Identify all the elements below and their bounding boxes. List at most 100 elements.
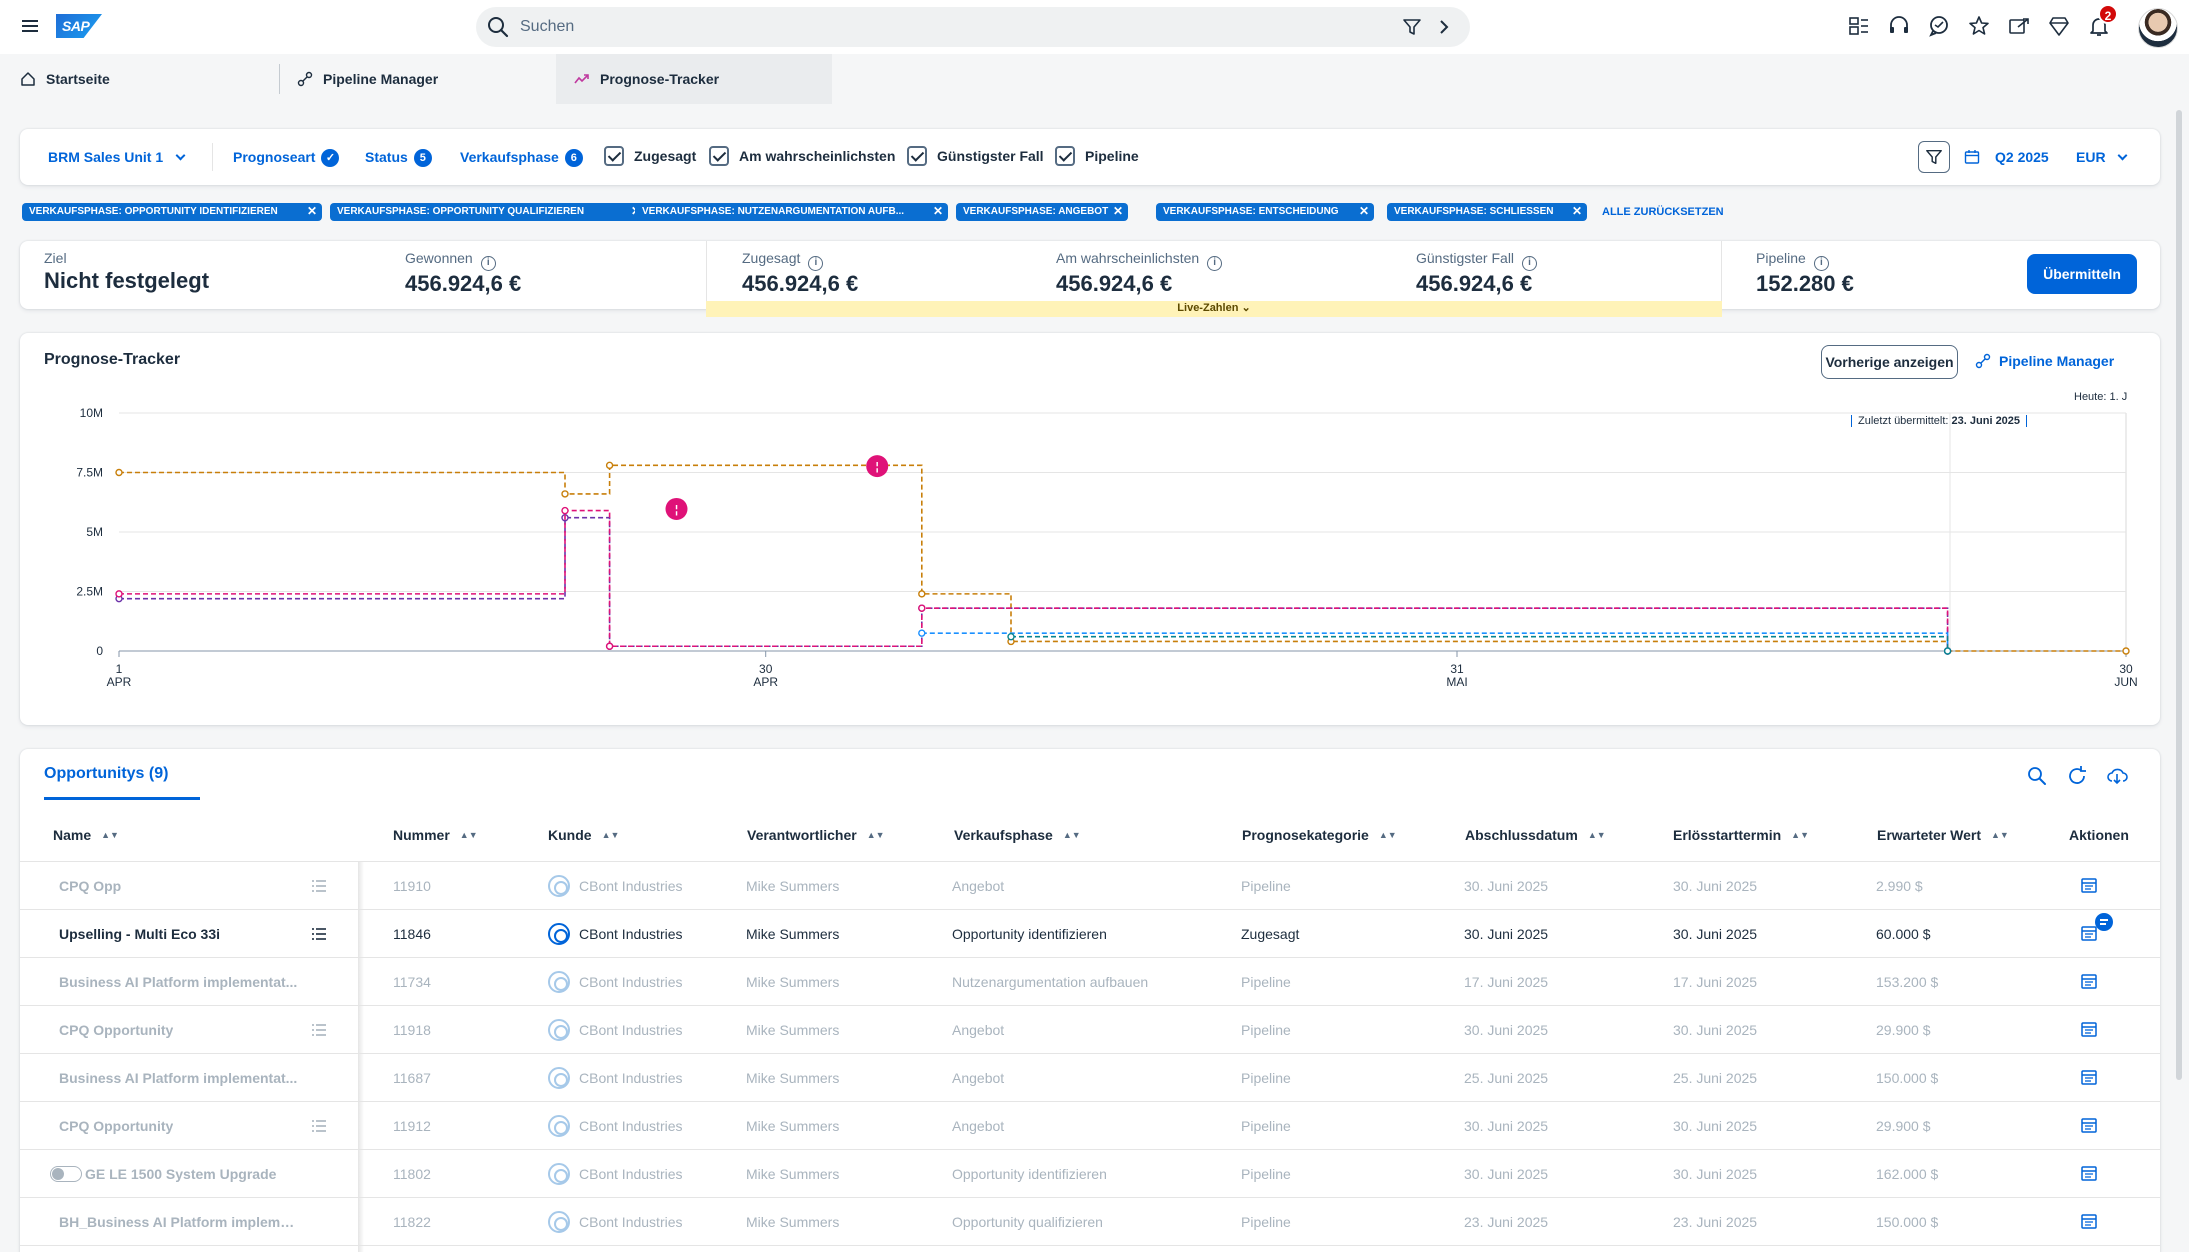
- column-header-erwarteter-wert[interactable]: Erwarteter Wert ▲▼: [1877, 827, 2009, 843]
- info-icon[interactable]: i: [808, 256, 824, 271]
- customer-link[interactable]: CBont Industries: [579, 1166, 683, 1182]
- column-header-prognosekategorie[interactable]: Prognosekategorie ▲▼: [1242, 827, 1397, 843]
- info-icon[interactable]: i: [1522, 256, 1538, 271]
- opportunity-name[interactable]: CPQ Opp: [59, 878, 122, 894]
- show-previous-button[interactable]: Vorherige anzeigen: [1821, 345, 1958, 379]
- filter-icon[interactable]: [1402, 17, 1422, 37]
- tab-pipeline-manager[interactable]: Pipeline Manager: [297, 54, 537, 104]
- calendar-action-icon[interactable]: [2080, 1068, 2098, 1086]
- column-header-nummer[interactable]: Nummer ▲▼: [393, 827, 478, 843]
- tab-opportunities[interactable]: Opportunitys (9): [44, 765, 169, 782]
- search-field[interactable]: Suchen: [476, 7, 1470, 47]
- sap-logo[interactable]: SAP: [56, 14, 102, 38]
- table-row[interactable]: CPQ Opp 11910 CBont Industries Mike Summers…: [20, 862, 2160, 910]
- live-figures-toggle[interactable]: Live-Zahlen ⌄: [706, 301, 1722, 317]
- table-row[interactable]: CPQ Opportunity 11918 CBont Industries Mike…: [20, 1006, 2160, 1054]
- customer-link[interactable]: CBont Industries: [579, 878, 683, 894]
- filter-chip[interactable]: VERKAUFSPHASE: NUTZENARGUMENTATION AUFB.…: [635, 203, 948, 221]
- close-icon[interactable]: ✕: [1358, 204, 1369, 218]
- close-icon[interactable]: ✕: [1112, 204, 1123, 218]
- period-select[interactable]: Q2 2025: [1995, 149, 2049, 165]
- calendar-action-icon[interactable]: [2080, 972, 2098, 990]
- calendar-action-icon[interactable]: [2080, 1164, 2098, 1182]
- filter-chip[interactable]: VERKAUFSPHASE: OPPORTUNITY IDENTIFIZIERE…: [22, 203, 322, 221]
- sort-icon[interactable]: ▲▼: [866, 830, 885, 840]
- sort-icon[interactable]: ▲▼: [1587, 830, 1606, 840]
- column-header-erloesstarttermin[interactable]: Erlösstarttermin ▲▼: [1673, 827, 1809, 843]
- avatar[interactable]: [2138, 8, 2178, 48]
- note-badge-icon[interactable]: [2095, 913, 2113, 931]
- list-icon[interactable]: [310, 1021, 328, 1039]
- sort-icon[interactable]: ▲▼: [1062, 830, 1081, 840]
- filter-button[interactable]: [1918, 141, 1950, 173]
- currency-select[interactable]: EUR: [2076, 149, 2128, 165]
- favorite-icon[interactable]: [1967, 14, 1991, 38]
- location-icon[interactable]: [2047, 14, 2071, 38]
- list-icon[interactable]: [310, 925, 328, 943]
- calendar-action-icon[interactable]: [2080, 1212, 2098, 1230]
- table-row[interactable]: Business AI Platform implementat... 11734…: [20, 958, 2160, 1006]
- customer-link[interactable]: CBont Industries: [579, 1214, 683, 1230]
- checkbox-icon[interactable]: [604, 146, 624, 166]
- opportunity-name[interactable]: GE LE 1500 System Upgrade: [85, 1166, 277, 1182]
- checkbox-icon[interactable]: [1055, 146, 1075, 166]
- sort-icon[interactable]: ▲▼: [101, 830, 119, 840]
- info-icon[interactable]: i: [1207, 256, 1223, 271]
- table-row[interactable]: Upselling - Multi Eco 33i 11846 CBont Indu…: [20, 910, 2160, 958]
- column-header-name[interactable]: Name ▲▼: [53, 827, 119, 843]
- customer-link[interactable]: CBont Industries: [579, 1070, 683, 1086]
- close-icon[interactable]: ✕: [1571, 204, 1582, 218]
- sort-icon[interactable]: ▲▼: [1378, 830, 1397, 840]
- tab-prognose-tracker[interactable]: Prognose-Tracker: [556, 54, 832, 104]
- checkbox-am-wahrscheinlichsten[interactable]: Am wahrscheinlichsten: [709, 146, 895, 166]
- info-icon[interactable]: i: [480, 256, 496, 271]
- sort-icon[interactable]: ▲▼: [1791, 830, 1809, 840]
- calendar-action-icon[interactable]: [2080, 924, 2098, 942]
- opportunity-name[interactable]: Business AI Platform implementat...: [59, 974, 298, 990]
- table-row[interactable]: CPQ Opportunity 11912 CBont Industries Mike…: [20, 1102, 2160, 1150]
- checkbox-icon[interactable]: [709, 146, 729, 166]
- column-header-abschlussdatum[interactable]: Abschlussdatum ▲▼: [1465, 827, 1606, 843]
- info-icon[interactable]: i: [1813, 256, 1829, 271]
- pipeline-manager-link[interactable]: Pipeline Manager: [1975, 353, 2114, 369]
- verkaufsphase-filter[interactable]: Verkaufsphase 6: [460, 149, 583, 167]
- column-header-verantwortlicher[interactable]: Verantwortlicher ▲▼: [747, 827, 885, 843]
- calendar-action-icon[interactable]: [2080, 1116, 2098, 1134]
- filter-chip[interactable]: VERKAUFSPHASE: SCHLIESSEN ✕: [1387, 203, 1587, 221]
- share-icon[interactable]: [2007, 14, 2031, 38]
- close-icon[interactable]: ✕: [306, 204, 317, 218]
- sort-icon[interactable]: ▲▼: [459, 830, 478, 840]
- prognoseart-filter[interactable]: Prognoseart ✓: [233, 149, 340, 167]
- column-header-verkaufsphase[interactable]: Verkaufsphase ▲▼: [954, 827, 1081, 843]
- filter-chip[interactable]: VERKAUFSPHASE: ENTSCHEIDUNG ✕: [1156, 203, 1374, 221]
- table-row[interactable]: BH_Business AI Platform impleme... 11822 C…: [20, 1198, 2160, 1246]
- customer-link[interactable]: CBont Industries: [579, 1022, 683, 1038]
- table-row[interactable]: Business AI Platform implementat... 11687…: [20, 1054, 2160, 1102]
- filter-chip[interactable]: VERKAUFSPHASE: ANGEBOT ✕: [956, 203, 1128, 221]
- list-icon[interactable]: [310, 1117, 328, 1135]
- search-icon[interactable]: [2026, 765, 2048, 787]
- search-placeholder[interactable]: Suchen: [520, 18, 575, 35]
- chat-icon[interactable]: [1927, 14, 1951, 38]
- opportunity-name[interactable]: CPQ Opportunity: [59, 1022, 174, 1038]
- sort-icon[interactable]: ▲▼: [1991, 830, 2009, 840]
- chevron-right-icon[interactable]: [1434, 17, 1454, 37]
- checkbox-pipeline[interactable]: Pipeline: [1055, 146, 1139, 166]
- status-filter[interactable]: Status 5: [365, 149, 432, 167]
- filter-chip[interactable]: VERKAUFSPHASE: OPPORTUNITY QUALIFIZIEREN…: [330, 203, 646, 221]
- list-icon[interactable]: [310, 877, 328, 895]
- submit-button[interactable]: Übermitteln: [2027, 254, 2137, 294]
- checkbox-zugesagt[interactable]: Zugesagt: [604, 146, 696, 166]
- checkbox-guenstigster-fall[interactable]: Günstigster Fall: [907, 146, 1044, 166]
- opportunity-name[interactable]: BH_Business AI Platform impleme...: [59, 1214, 299, 1230]
- customer-link[interactable]: CBont Industries: [579, 1118, 683, 1134]
- scrollbar-thumb[interactable]: [2176, 110, 2182, 1080]
- close-icon[interactable]: ✕: [932, 204, 943, 218]
- tab-startseite[interactable]: Startseite: [20, 54, 260, 104]
- checkbox-icon[interactable]: [907, 146, 927, 166]
- menu-icon[interactable]: [22, 17, 42, 37]
- toggle-switch[interactable]: [50, 1166, 82, 1182]
- reset-all-link[interactable]: ALLE ZURÜCKSETZEN: [1602, 206, 1724, 218]
- search-icon[interactable]: [484, 13, 512, 41]
- support-icon[interactable]: [1887, 14, 1911, 38]
